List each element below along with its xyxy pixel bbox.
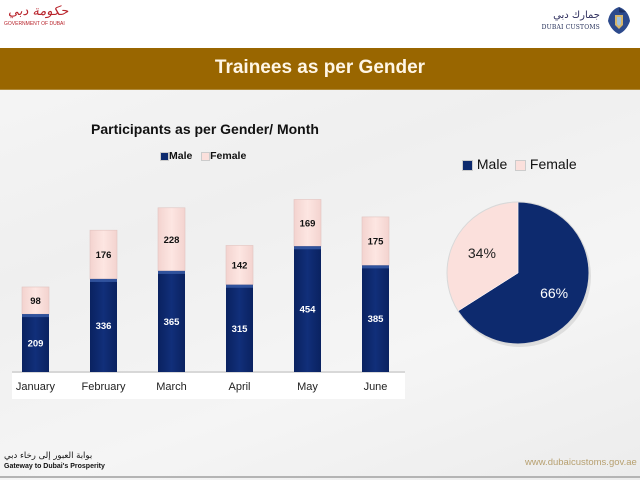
footer-divider [0,476,640,478]
bar-male-june [362,265,389,372]
x-axis-label-strip [12,373,405,399]
bar-male-top-highlight [158,270,185,274]
bar-male-february [90,278,117,372]
bar-male-may [294,246,321,372]
bar-male-top-highlight [226,284,253,288]
government-of-dubai-logo: حكومة دبي GOVERNMENT OF DUBAI [4,3,68,28]
data-label-female: 169 [300,218,316,229]
legend-swatch-male [160,151,169,161]
bar-male-april [226,284,253,372]
bar-chart-legend: Male Female [160,150,246,162]
x-tick-label: March [156,381,187,393]
legend-label-male: Male [476,156,508,172]
legend-label-female: Female [529,156,577,172]
pie-rim [446,201,590,345]
bar-female-may [293,199,322,247]
legend-swatch-male [462,159,473,171]
logo-english-text: GOVERNMENT OF DUBAI [4,21,65,27]
slide-title-bar: Trainees as per Gender [0,48,640,90]
bar-male-top-highlight [90,278,117,282]
x-tick-label: June [364,381,388,393]
data-label-male: 315 [232,324,249,335]
pie-data-label-female: 34% [468,245,496,261]
legend-swatch-female [515,159,527,171]
logo-arabic-text: حكومة دبي [8,4,69,19]
pie-chart-legend: Male Female [462,156,577,172]
dubai-customs-logo: جمارك دبي DUBAI CUSTOMS [542,4,634,36]
pie-data-label-male: 66% [540,285,568,301]
legend-label-female: Female [210,150,247,162]
bar-female-february [89,229,118,280]
data-label-male: 336 [96,321,112,332]
data-label-male: 209 [28,339,44,350]
x-tick-label: April [228,381,250,393]
bar-male-top-highlight [294,246,321,250]
bar-female-march [157,207,186,272]
data-label-female: 228 [164,235,180,246]
data-label-female: 98 [30,296,41,307]
bar-female-april [225,245,254,286]
bar-male-top-highlight [362,265,389,269]
website-link[interactable]: www.dubaicustoms.gov.ae [525,457,637,468]
bar-female-june [361,216,390,266]
bar-chart-title: Participants as per Gender/ Month [91,121,319,137]
bar-male-top-highlight [22,314,49,318]
data-label-male: 365 [164,317,181,328]
bar-female-january [21,286,50,315]
slide-title: Trainees as per Gender [214,57,426,78]
data-label-male: 454 [300,305,317,316]
header: حكومة دبي GOVERNMENT OF DUBAI جمارك دبي … [0,0,640,48]
data-label-female: 142 [232,261,248,272]
logo-english-text: DUBAI CUSTOMS [541,23,600,31]
data-label-male: 385 [368,314,385,325]
data-label-female: 175 [368,237,385,248]
bar-male-january [22,314,49,372]
logo-arabic-text: جمارك دبي [553,9,600,21]
legend-label-male: Male [169,150,193,162]
dubai-customs-logo-text: جمارك دبي DUBAI CUSTOMS [542,9,600,32]
bar-male-march [158,270,185,372]
x-tick-label: January [16,381,56,393]
data-label-female: 176 [96,250,112,261]
legend-swatch-female [201,151,211,161]
tagline-arabic: بوابة العبور إلى رخاء دبي [4,451,93,461]
x-tick-label: February [81,381,126,393]
footer-tagline: بوابة العبور إلى رخاء دبي Gateway to Dub… [4,450,105,472]
tagline-english: Gateway to Dubai's Prosperity [4,463,105,470]
falcon-emblem-icon [608,7,630,34]
x-tick-label: May [297,381,318,393]
